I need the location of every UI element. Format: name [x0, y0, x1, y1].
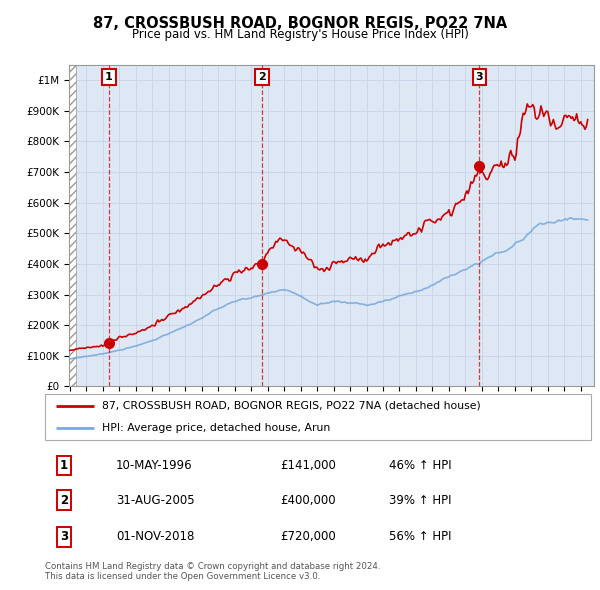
Text: 87, CROSSBUSH ROAD, BOGNOR REGIS, PO22 7NA: 87, CROSSBUSH ROAD, BOGNOR REGIS, PO22 7… — [93, 16, 507, 31]
Text: Contains HM Land Registry data © Crown copyright and database right 2024.
This d: Contains HM Land Registry data © Crown c… — [45, 562, 380, 581]
Text: 2: 2 — [258, 72, 266, 82]
Text: 3: 3 — [475, 72, 483, 82]
Text: £141,000: £141,000 — [280, 459, 335, 472]
Text: Price paid vs. HM Land Registry's House Price Index (HPI): Price paid vs. HM Land Registry's House … — [131, 28, 469, 41]
Text: 87, CROSSBUSH ROAD, BOGNOR REGIS, PO22 7NA (detached house): 87, CROSSBUSH ROAD, BOGNOR REGIS, PO22 7… — [103, 401, 481, 411]
Text: 01-NOV-2018: 01-NOV-2018 — [116, 530, 194, 543]
Text: HPI: Average price, detached house, Arun: HPI: Average price, detached house, Arun — [103, 423, 331, 433]
Text: 46% ↑ HPI: 46% ↑ HPI — [389, 459, 452, 472]
Text: £400,000: £400,000 — [280, 493, 335, 507]
Text: 39% ↑ HPI: 39% ↑ HPI — [389, 493, 451, 507]
Text: 1: 1 — [60, 459, 68, 472]
Text: 56% ↑ HPI: 56% ↑ HPI — [389, 530, 451, 543]
Text: 1: 1 — [105, 72, 113, 82]
FancyBboxPatch shape — [45, 394, 591, 440]
Text: 3: 3 — [60, 530, 68, 543]
Bar — [69, 65, 76, 386]
Text: £720,000: £720,000 — [280, 530, 335, 543]
Text: 10-MAY-1996: 10-MAY-1996 — [116, 459, 193, 472]
Text: 2: 2 — [60, 493, 68, 507]
Text: 31-AUG-2005: 31-AUG-2005 — [116, 493, 194, 507]
